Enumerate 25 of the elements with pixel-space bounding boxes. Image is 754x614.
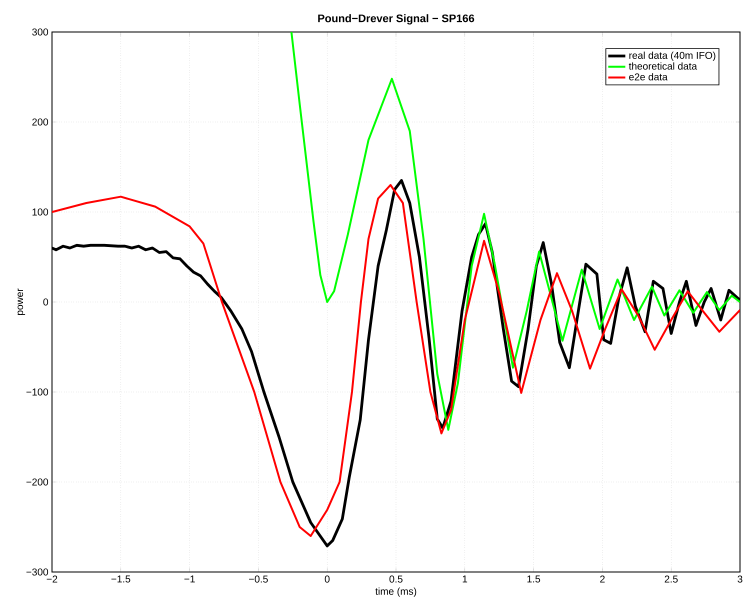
- x-tick-label: 2: [600, 576, 605, 583]
- y-axis-title: power: [18, 288, 26, 315]
- legend-label: theoretical data: [628, 62, 698, 70]
- x-tick-label: −1: [184, 576, 195, 582]
- y-tick-label: 0: [43, 298, 48, 306]
- x-axis-title: time (ms): [375, 587, 416, 597]
- x-tick-label: 3: [738, 576, 742, 583]
- y-tick-label: 100: [32, 208, 48, 216]
- x-tick-label: 0: [324, 576, 330, 583]
- y-tick-label: −300: [26, 568, 48, 576]
- line-series: [290, 32, 740, 431]
- x-tick-label: −2: [46, 576, 58, 583]
- chart-title: Pound−Drever Signal − SP166: [318, 14, 474, 24]
- x-tick-label: −1.5: [111, 576, 130, 583]
- x-tick-label: 1: [462, 576, 468, 582]
- x-tick-label: 2.5: [664, 576, 678, 583]
- y-tick-label: 300: [32, 28, 48, 36]
- x-tick-label: −0.5: [249, 576, 268, 583]
- x-tick-label: 0.5: [389, 576, 403, 583]
- legend-label: e2e data: [629, 73, 668, 80]
- y-tick-label: −200: [26, 478, 48, 486]
- x-tick-label: 1.5: [527, 576, 540, 583]
- y-tick-label: 200: [32, 118, 48, 126]
- y-tick-label: −100: [26, 388, 48, 396]
- legend-label: real data (40m IFO): [629, 52, 716, 61]
